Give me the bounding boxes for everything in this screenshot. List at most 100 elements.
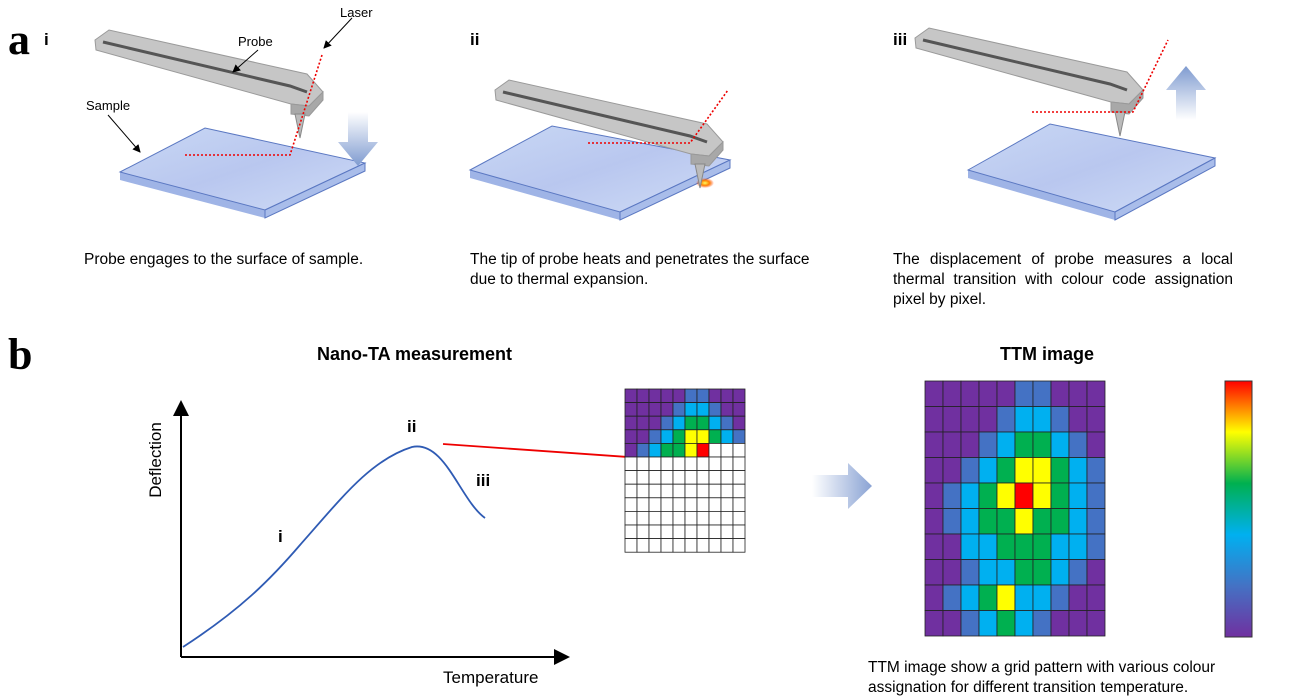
pixel bbox=[733, 484, 745, 498]
pixel bbox=[697, 443, 709, 457]
pixel bbox=[1033, 534, 1051, 560]
pixel bbox=[649, 511, 661, 525]
pixel bbox=[733, 443, 745, 457]
pixel bbox=[1051, 381, 1069, 407]
pixel bbox=[685, 430, 697, 444]
pixel bbox=[733, 471, 745, 485]
pixel bbox=[685, 403, 697, 417]
y-axis-label: Deflection bbox=[146, 422, 166, 498]
step-numeral: ii bbox=[470, 30, 479, 50]
pixel bbox=[721, 430, 733, 444]
pixel bbox=[649, 389, 661, 403]
pixel bbox=[733, 403, 745, 417]
pixel bbox=[685, 511, 697, 525]
pixel bbox=[721, 416, 733, 430]
pixel bbox=[709, 498, 721, 512]
pixel bbox=[1015, 432, 1033, 458]
pixel bbox=[721, 471, 733, 485]
pixel bbox=[697, 484, 709, 498]
pixel bbox=[925, 585, 943, 611]
pixel bbox=[961, 407, 979, 433]
pixel bbox=[637, 498, 649, 512]
pixel bbox=[733, 539, 745, 553]
pixel bbox=[1069, 534, 1087, 560]
pixel bbox=[685, 389, 697, 403]
probe-iii bbox=[915, 28, 1143, 136]
pixel bbox=[649, 403, 661, 417]
pixel bbox=[943, 585, 961, 611]
pixel bbox=[649, 443, 661, 457]
pixel bbox=[997, 585, 1015, 611]
pixel bbox=[673, 403, 685, 417]
pixel bbox=[625, 525, 637, 539]
pixel bbox=[709, 430, 721, 444]
probe-label: Probe bbox=[238, 32, 273, 52]
pixel bbox=[673, 416, 685, 430]
pixel bbox=[661, 389, 673, 403]
pixel bbox=[649, 457, 661, 471]
pixel bbox=[1015, 458, 1033, 484]
pixel bbox=[637, 539, 649, 553]
x-axis-label: Temperature bbox=[443, 668, 538, 688]
pixel bbox=[1033, 483, 1051, 509]
pixel bbox=[661, 511, 673, 525]
pixel bbox=[1033, 407, 1051, 433]
pixel bbox=[721, 443, 733, 457]
pixel bbox=[721, 498, 733, 512]
pixel bbox=[721, 511, 733, 525]
pixel bbox=[943, 611, 961, 637]
pixel bbox=[1015, 407, 1033, 433]
probe-i bbox=[95, 30, 323, 138]
pixel bbox=[685, 416, 697, 430]
pixel bbox=[649, 484, 661, 498]
pixel bbox=[943, 509, 961, 535]
pixel bbox=[997, 407, 1015, 433]
pixel-grid bbox=[625, 389, 745, 552]
pixel bbox=[1051, 407, 1069, 433]
pixel bbox=[733, 457, 745, 471]
pixel bbox=[673, 539, 685, 553]
pixel bbox=[637, 471, 649, 485]
step-caption: The displacement of probe measures a loc… bbox=[893, 250, 1233, 310]
pixel bbox=[733, 511, 745, 525]
pixel bbox=[1051, 585, 1069, 611]
pixel bbox=[661, 525, 673, 539]
pixel bbox=[1015, 483, 1033, 509]
pixel bbox=[979, 483, 997, 509]
pixel bbox=[661, 539, 673, 553]
pixel bbox=[925, 407, 943, 433]
pixel bbox=[1087, 483, 1105, 509]
pixel bbox=[997, 560, 1015, 586]
pixel bbox=[1087, 509, 1105, 535]
pixel bbox=[721, 389, 733, 403]
pixel bbox=[685, 498, 697, 512]
pixel bbox=[961, 509, 979, 535]
pixel bbox=[661, 457, 673, 471]
pixel bbox=[943, 458, 961, 484]
pixel bbox=[661, 403, 673, 417]
pixel bbox=[661, 484, 673, 498]
page: {"panel_a":{"label":"a","labels":{"probe… bbox=[0, 0, 1294, 698]
pixel bbox=[1033, 509, 1051, 535]
pixel bbox=[1087, 407, 1105, 433]
step-caption: The tip of probe heats and penetrates th… bbox=[470, 250, 825, 290]
pixel bbox=[943, 483, 961, 509]
pixel bbox=[1051, 534, 1069, 560]
pixel bbox=[943, 407, 961, 433]
pixel bbox=[625, 416, 637, 430]
pixel bbox=[709, 416, 721, 430]
ttm-caption: TTM image show a grid pattern with vario… bbox=[868, 658, 1288, 698]
pixel bbox=[697, 471, 709, 485]
pixel bbox=[979, 585, 997, 611]
pixel bbox=[721, 525, 733, 539]
pixel bbox=[1051, 611, 1069, 637]
pixel bbox=[961, 458, 979, 484]
pixel bbox=[649, 498, 661, 512]
pixel bbox=[733, 389, 745, 403]
pixel bbox=[685, 539, 697, 553]
pixel bbox=[685, 471, 697, 485]
pixel bbox=[997, 509, 1015, 535]
pixel bbox=[1015, 381, 1033, 407]
pixel bbox=[1033, 585, 1051, 611]
pixel bbox=[1087, 432, 1105, 458]
